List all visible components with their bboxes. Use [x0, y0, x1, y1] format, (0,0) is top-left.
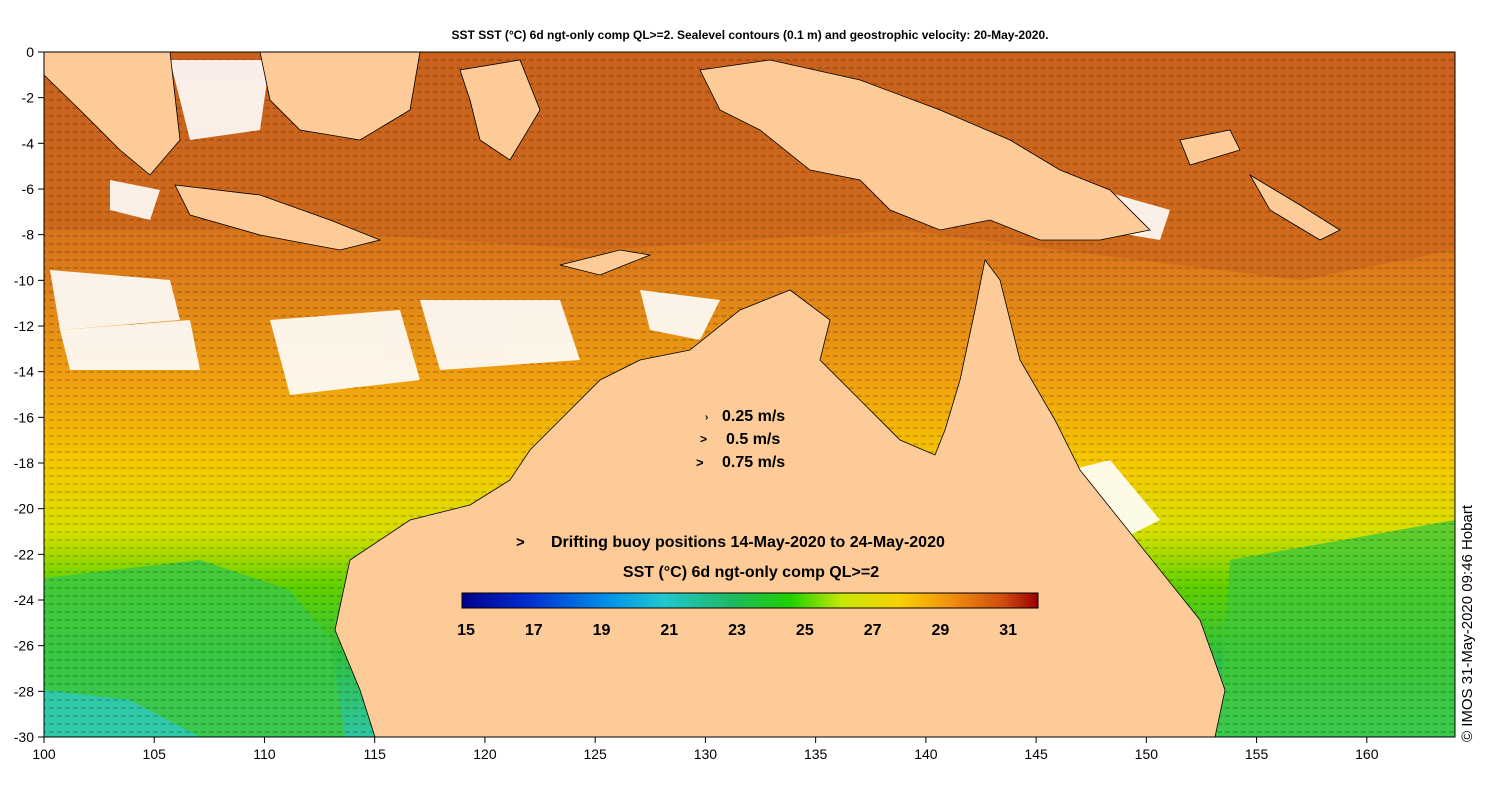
velocity-legend-arrow-2: > [700, 432, 707, 446]
colorbar-label: SST (°C) 6d ngt-only comp QL>=2 [623, 564, 879, 581]
x-tick-label: 110 [253, 746, 276, 762]
buoy-legend-label: Drifting buoy positions 14-May-2020 to 2… [551, 534, 945, 551]
colorbar-tick-label: 19 [593, 622, 611, 639]
new-guinea-land [699, 59, 1151, 241]
y-tick-label: -14 [14, 364, 34, 380]
y-tick-label: -2 [22, 90, 35, 106]
colorbar [461, 592, 1039, 609]
y-tick-label: -4 [22, 135, 35, 151]
y-tick-label: -28 [14, 683, 34, 699]
velocity-legend-label-3: 0.75 m/s [722, 454, 785, 471]
x-tick-label: 130 [694, 746, 718, 762]
x-tick-label: 105 [143, 746, 167, 762]
copyright-text: © IMOS 31-May-2020 09:46 Hobart [1459, 504, 1476, 742]
new-britain-land [1179, 129, 1241, 166]
colorbar-ticks: 15 17 19 21 23 25 27 29 31 [457, 622, 1017, 639]
y-tick-label: -10 [14, 272, 34, 288]
timor-land [559, 249, 652, 276]
colorbar-tick-label: 29 [931, 622, 949, 639]
y-tick-label: -6 [22, 181, 35, 197]
x-tick-label: 145 [1024, 746, 1048, 762]
sulawesi-land [459, 59, 541, 161]
map-frame [43, 51, 1456, 738]
java-land [174, 184, 382, 251]
y-tick-label: -16 [14, 409, 34, 425]
x-tick-label: 140 [914, 746, 938, 762]
colorbar-tick-label: 23 [728, 622, 746, 639]
x-tick-label: 115 [364, 746, 387, 762]
colorbar-tick-label: 21 [660, 622, 678, 639]
y-tick-label: 0 [26, 44, 34, 60]
colorbar-tick-label: 31 [999, 622, 1017, 639]
land-masses [43, 51, 1341, 738]
y-tick-label: -22 [14, 546, 34, 562]
y-tick-label: -30 [14, 729, 34, 745]
colorbar-tick-label: 17 [525, 622, 543, 639]
sumatra-land [43, 51, 181, 176]
solomon-islands-land [1248, 173, 1341, 241]
y-tick-label: -12 [14, 318, 34, 334]
axis-ticks: 100 105 110 115 120 125 130 135 140 145 150 155 1600… [14, 44, 1379, 762]
y-tick-label: -20 [14, 501, 34, 517]
velocity-legend-arrow-1: › [705, 412, 708, 423]
velocity-legend-label-2: 0.5 m/s [726, 431, 780, 448]
x-tick-label: 100 [32, 746, 56, 762]
velocity-legend: › 0.25 m/s > 0.5 m/s > 0.75 m/s [696, 408, 785, 471]
colorbar-tick-label: 25 [796, 622, 814, 639]
colorbar-tick-label: 15 [457, 622, 475, 639]
x-tick-label: 160 [1355, 746, 1379, 762]
y-tick-label: -24 [14, 592, 34, 608]
map-title: SST SST (°C) 6d ngt-only comp QL>=2. Sea… [451, 28, 1049, 42]
y-tick-label: -8 [22, 227, 35, 243]
y-tick-label: -18 [14, 455, 34, 471]
x-tick-label: 125 [583, 746, 607, 762]
x-tick-label: 120 [473, 746, 497, 762]
x-tick-label: 135 [804, 746, 828, 762]
velocity-legend-label-1: 0.25 m/s [722, 408, 785, 425]
colorbar-tick-label: 27 [864, 622, 882, 639]
x-tick-label: 150 [1135, 746, 1159, 762]
velocity-legend-arrow-3: > [696, 455, 704, 470]
y-tick-label: -26 [14, 638, 34, 654]
australia-land [334, 259, 1226, 738]
x-tick-label: 155 [1245, 746, 1269, 762]
cloud-patches [50, 60, 1170, 540]
buoy-symbol: > [516, 534, 525, 551]
